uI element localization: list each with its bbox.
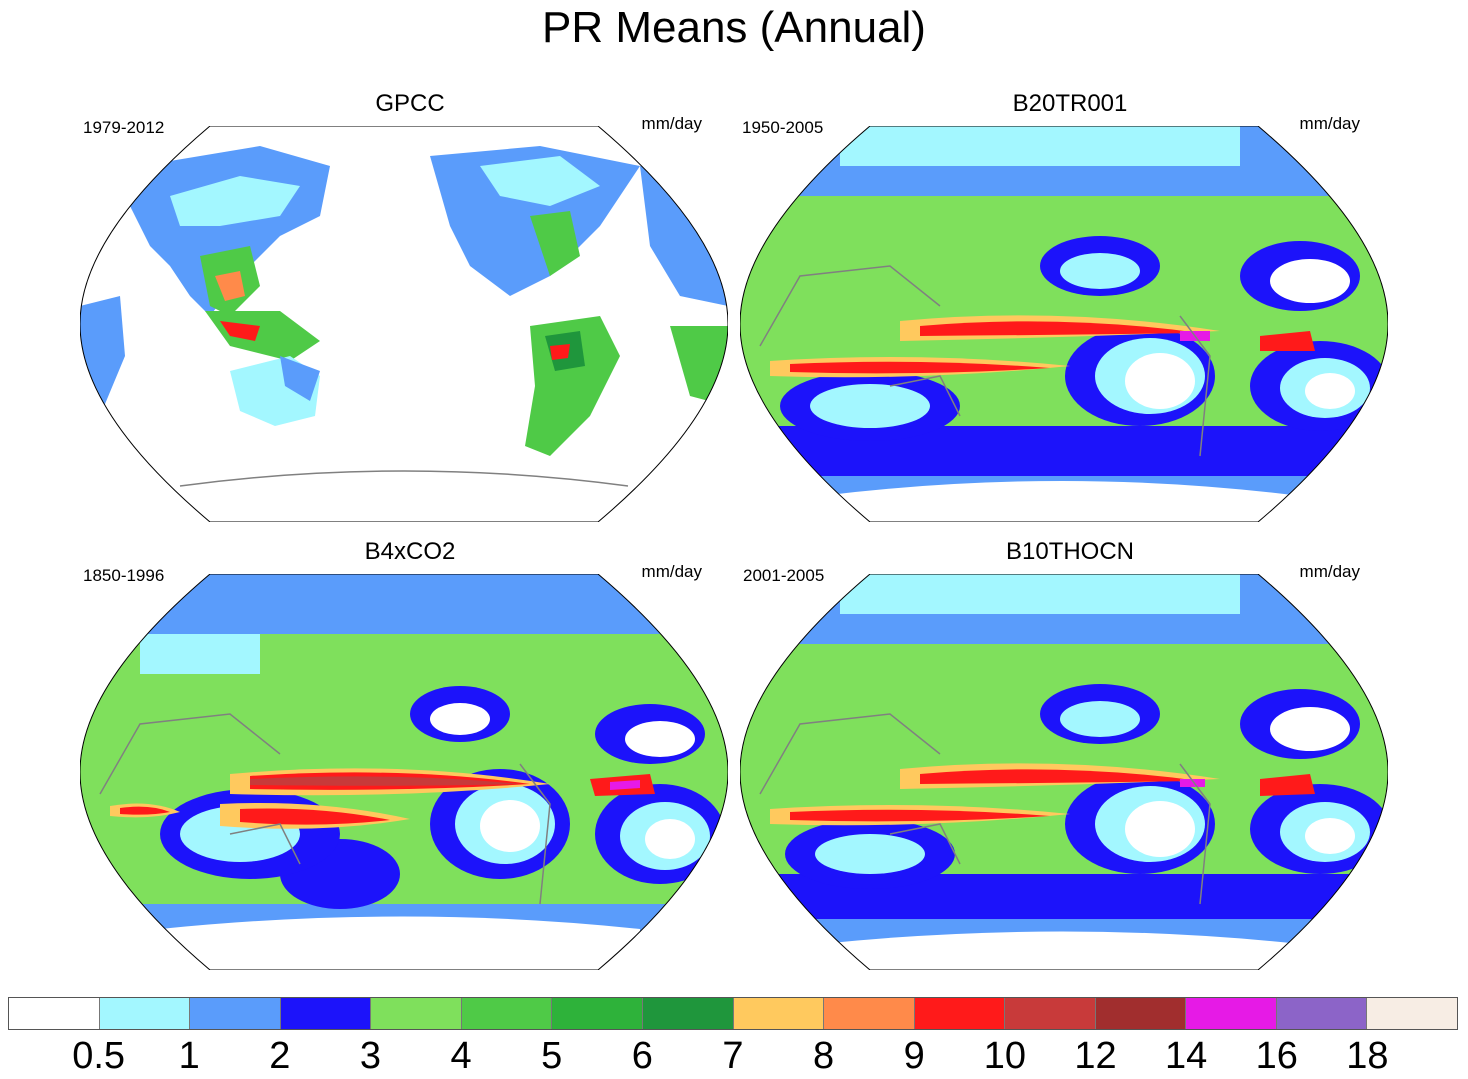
figure-title: PR Means (Annual) — [542, 3, 926, 52]
colorbar-tick-label: 3 — [359, 1035, 382, 1077]
panel-units: mm/day — [1299, 114, 1360, 133]
colorbar-box — [1276, 998, 1368, 1029]
panel-b10thocn: B10THOCN 2001-2005 mm/day — [740, 538, 1400, 978]
colorbar-tick-label: 14 — [1164, 1035, 1208, 1077]
colorbar-tick-label: 7 — [722, 1035, 744, 1077]
panel-period: 1979-2012 — [83, 118, 165, 137]
panel-title: B20TR001 — [1012, 90, 1128, 117]
panel-title: GPCC — [375, 90, 445, 117]
colorbar-tick-label: 16 — [1255, 1035, 1298, 1077]
panel-units: mm/day — [641, 562, 702, 581]
precip-map — [740, 574, 1388, 970]
colorbar-tick-label: 4 — [450, 1035, 472, 1077]
colorbar-tick-label: 5 — [541, 1035, 563, 1077]
colorbar-box — [99, 998, 191, 1029]
colorbar-box — [190, 998, 281, 1029]
colorbar-tick-label: 1 — [178, 1035, 200, 1077]
panel-period: 1950-2005 — [742, 118, 824, 137]
colorbar-tick-label: 2 — [269, 1035, 291, 1077]
panel-units: mm/day — [641, 114, 702, 133]
colorbar-box — [1005, 998, 1096, 1029]
colorbar-box — [1186, 998, 1277, 1029]
colorbar-box — [280, 998, 372, 1029]
colorbar-tick-label: 12 — [1074, 1035, 1117, 1077]
panel-period: 2001-2005 — [743, 566, 825, 585]
colorbar-tick-label: 18 — [1346, 1035, 1389, 1077]
colorbar-box — [461, 998, 553, 1029]
panel-gpcc: GPCC 1979-2012 mm/day — [80, 90, 740, 530]
colorbar-box — [371, 998, 462, 1029]
colorbar-box — [733, 998, 825, 1029]
panel-period: 1850-1996 — [83, 566, 165, 585]
colorbar-box — [552, 998, 643, 1029]
colorbar-box — [914, 998, 1006, 1029]
panel-b20tr001: B20TR001 1950-2005 mm/day — [740, 90, 1400, 530]
colorbar-box — [642, 998, 734, 1029]
panel-title: B10THOCN — [1005, 538, 1135, 565]
colorbar-box — [9, 998, 100, 1029]
colorbar-box — [824, 998, 915, 1029]
panel-b4xco2: B4xCO2 1850-1996 mm/day — [80, 538, 740, 978]
colorbar-tick-label: 10 — [983, 1035, 1027, 1077]
precip-map — [80, 574, 728, 970]
colorbar-tick-label: 8 — [813, 1035, 835, 1077]
colorbar-box — [1095, 998, 1187, 1029]
panel-title: B4xCO2 — [364, 538, 456, 565]
precip-map — [80, 126, 728, 522]
colorbar-tick-label: 9 — [903, 1035, 925, 1077]
colorbar-tick-label: 0.5 — [72, 1035, 126, 1077]
panel-units: mm/day — [1299, 562, 1360, 581]
colorbar-tick-label: 6 — [631, 1035, 653, 1077]
colorbar — [8, 997, 1458, 1030]
precip-map — [740, 126, 1388, 522]
colorbar-box — [1367, 998, 1457, 1029]
